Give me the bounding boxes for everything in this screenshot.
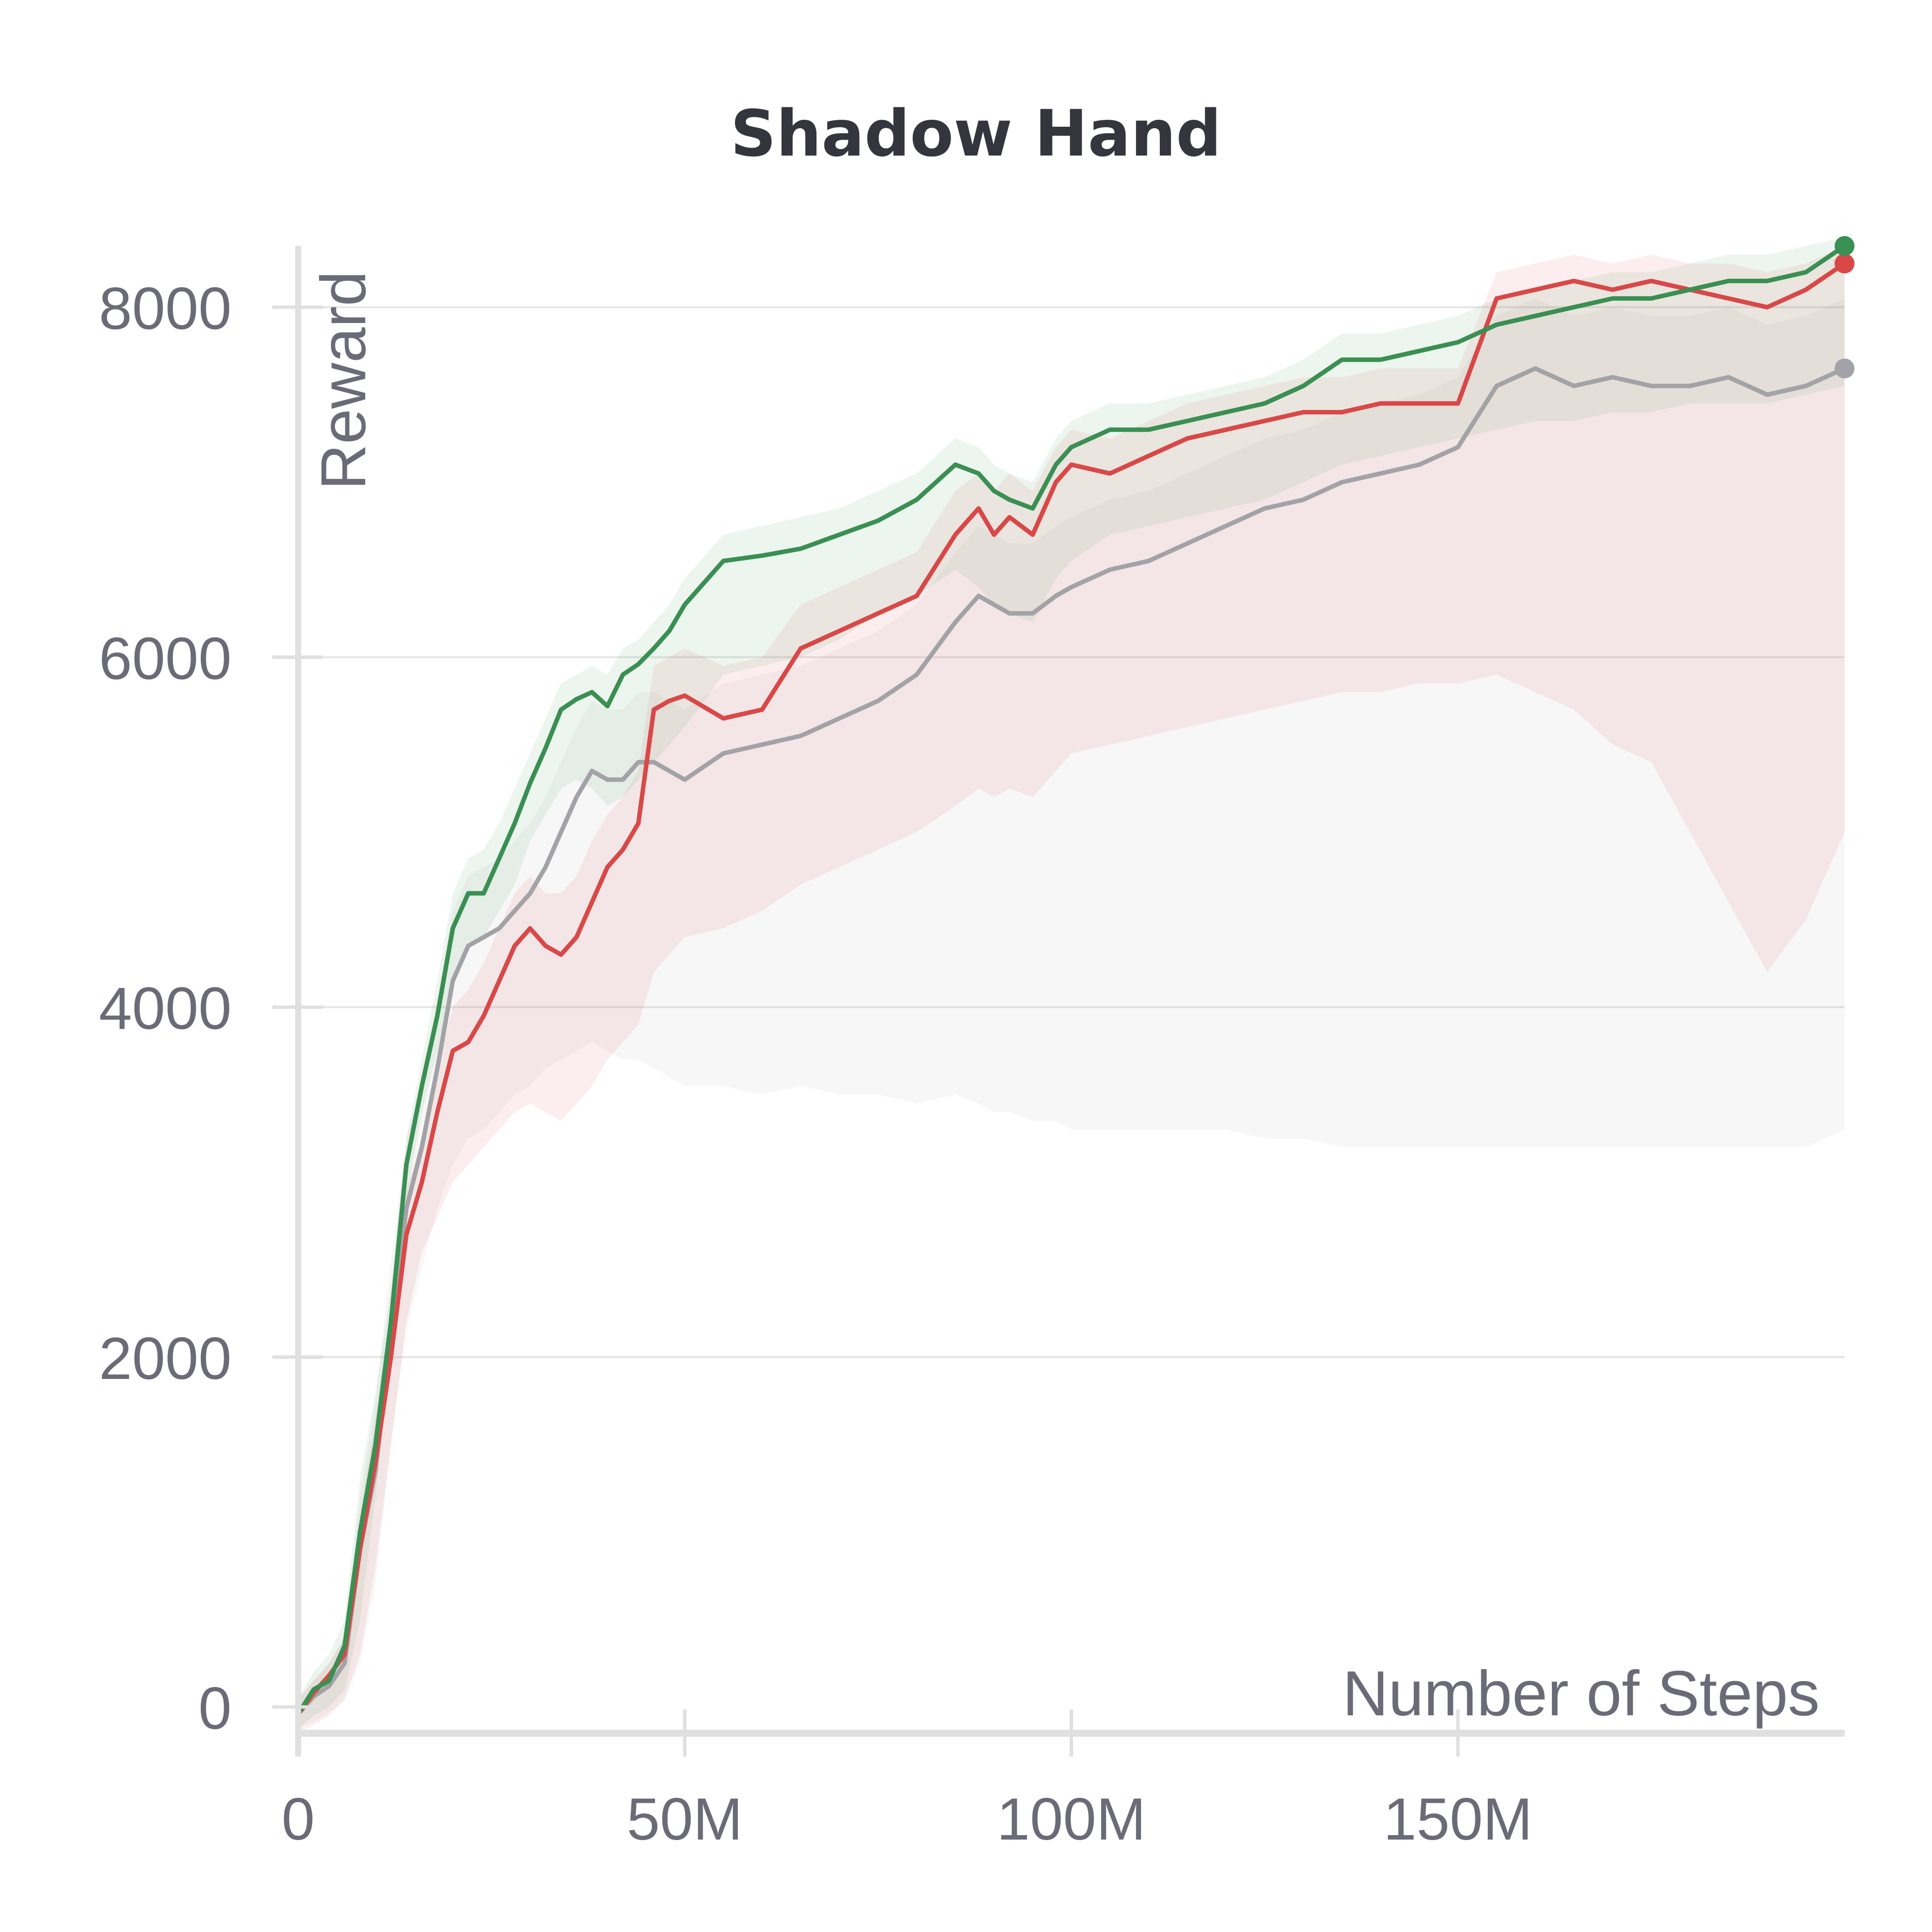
series-end-marker-2 <box>1835 253 1854 274</box>
series-lines <box>296 243 1847 1716</box>
chart-title: Shadow Hand <box>730 97 1221 171</box>
y-axis-label: Reward <box>308 271 379 490</box>
series-line-3 <box>296 366 1847 1716</box>
x-tick-label: 100M <box>997 1786 1146 1852</box>
y-tick-label: 4000 <box>99 975 232 1042</box>
x-tick-labels: 0 50M 100M 150M <box>282 1786 1532 1852</box>
x-tick-label: 50M <box>627 1786 742 1852</box>
x-tick-label: 150M <box>1383 1786 1532 1852</box>
gridlines <box>298 306 1845 1358</box>
confidence-bands <box>298 237 1845 1733</box>
axes <box>272 246 1845 1757</box>
y-tick-labels: 0 2000 4000 6000 8000 <box>99 275 232 1742</box>
series-band-2 <box>298 246 1845 1733</box>
x-axis-label: Number of Steps <box>1343 1658 1820 1729</box>
series-end-marker-1 <box>1835 236 1854 256</box>
y-tick-label: 8000 <box>99 275 232 342</box>
y-tick-label: 2000 <box>99 1325 232 1392</box>
series-line-2 <box>296 261 1847 1716</box>
series-line-1 <box>296 243 1847 1716</box>
x-tick-label: 0 <box>282 1786 315 1852</box>
y-tick-label: 0 <box>198 1675 232 1742</box>
series-band-1 <box>298 237 1845 1728</box>
series-end-markers <box>1835 236 1854 379</box>
series-end-marker-3 <box>1835 358 1854 379</box>
series-band-3 <box>298 298 1845 1728</box>
y-tick-label: 6000 <box>99 625 232 692</box>
